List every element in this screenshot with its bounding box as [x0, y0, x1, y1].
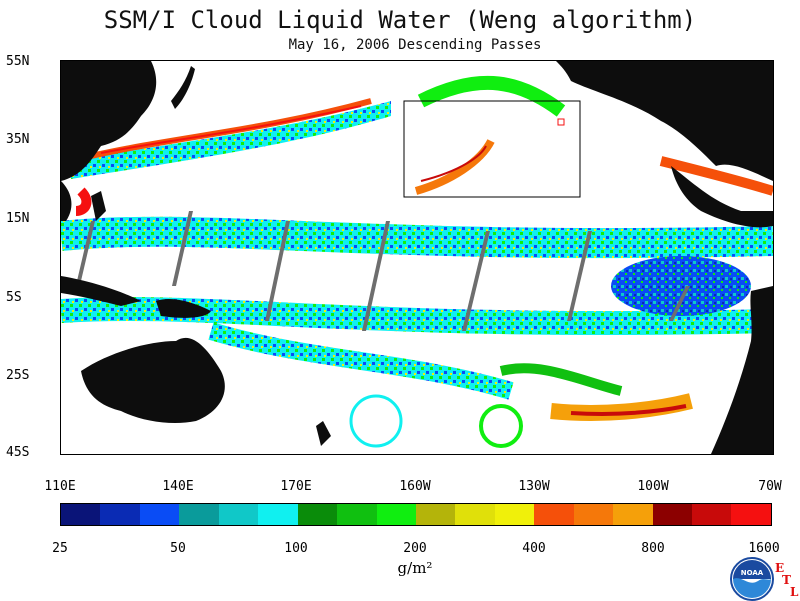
colorbar-swatch: [692, 504, 732, 525]
colorbar-label: 25: [52, 541, 68, 556]
colorbar-swatch: [455, 504, 495, 525]
cloud-water-map: [60, 60, 774, 455]
lat-label-5s: 5S: [6, 290, 22, 305]
lon-label-100w: 100W: [637, 479, 669, 494]
marker-square: [557, 118, 565, 126]
colorbar-label: 50: [170, 541, 186, 556]
colorbar-swatch: [258, 504, 298, 525]
colorbar-swatch: [297, 504, 338, 525]
colorbar-swatch: [731, 504, 771, 525]
colorbar-swatch: [100, 504, 140, 525]
units-label: g/m²: [397, 559, 433, 577]
lon-label-130w: 130W: [518, 479, 550, 494]
etl-letter-t: T: [782, 573, 791, 587]
etl-letter-l: L: [790, 585, 799, 599]
lat-label-15n: 15N: [6, 211, 30, 226]
colorbar-swatch: [139, 504, 180, 525]
colorbar-swatch: [613, 504, 653, 525]
data-gap-swaths: [77, 211, 690, 331]
colorbar-label: 200: [403, 541, 427, 556]
lat-label-55n: 55N: [6, 54, 30, 69]
land-masses: [61, 61, 773, 454]
cloud-field: [61, 75, 773, 448]
colorbar-label: 800: [641, 541, 665, 556]
noaa-logo-icon: NOAA: [730, 557, 774, 601]
colorbar-label: 1600: [748, 541, 780, 556]
lon-label-70w: 70W: [758, 479, 782, 494]
colorbar-swatch: [218, 504, 259, 525]
lon-label-140e: 140E: [162, 479, 194, 494]
region-box: [403, 100, 581, 198]
logo-text: NOAA: [741, 569, 764, 577]
colorbar-swatch: [376, 504, 416, 525]
map-subtitle: May 16, 2006 Descending Passes: [288, 37, 542, 53]
lon-label-170e: 170E: [280, 479, 312, 494]
colorbar-swatch: [494, 504, 535, 525]
colorbar-label: 400: [522, 541, 546, 556]
lat-label-45s: 45S: [6, 445, 30, 460]
map-title: SSM/I Cloud Liquid Water (Weng algorithm…: [103, 6, 697, 34]
map-canvas: [61, 61, 773, 454]
colorbar: [60, 503, 772, 526]
colorbar-swatch: [179, 504, 219, 525]
lat-label-35n: 35N: [6, 132, 30, 147]
colorbar-swatch: [415, 504, 456, 525]
colorbar-swatch: [573, 504, 614, 525]
colorbar-swatch: [337, 504, 377, 525]
lon-label-110e: 110E: [44, 479, 76, 494]
colorbar-label: 100: [284, 541, 308, 556]
colorbar-swatch: [534, 504, 574, 525]
colorbar-swatch: [61, 504, 101, 525]
colorbar-swatch: [652, 504, 692, 525]
lat-label-25s: 25S: [6, 368, 30, 383]
etl-letter-e: E: [775, 561, 785, 575]
lon-label-160w: 160W: [399, 479, 431, 494]
